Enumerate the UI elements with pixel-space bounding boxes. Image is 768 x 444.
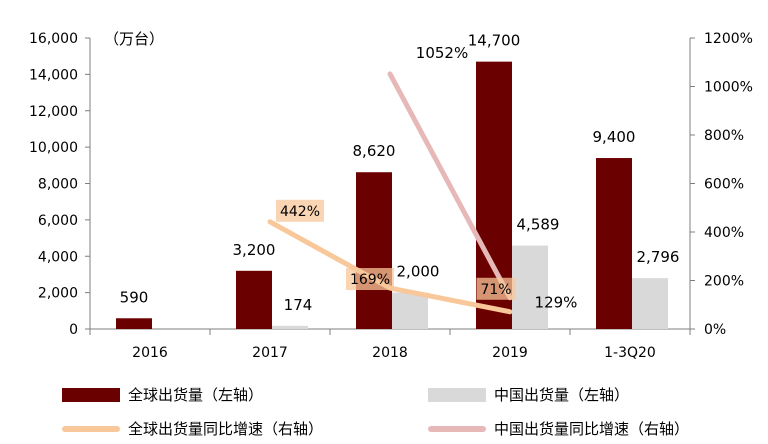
legend-swatch xyxy=(62,425,120,432)
bar-global-shipments xyxy=(116,318,152,329)
data-labels: 590 3,200 8,620 14,700 9,400 174 2,000 4,589 2,7… xyxy=(120,32,680,314)
bar-global-shipments xyxy=(236,270,272,329)
data-label-china-shipments: 2,796 xyxy=(637,248,680,266)
legend-label: 中国出货量同比增速（右轴） xyxy=(494,420,690,438)
bar-china-shipments xyxy=(512,245,548,329)
bar-global-shipments xyxy=(356,172,392,329)
legend-label: 中国出货量（左轴） xyxy=(494,386,630,404)
bar-china-shipments xyxy=(272,325,308,329)
data-label-box-global-growth xyxy=(346,268,394,291)
data-label-global-shipments: 9,400 xyxy=(593,128,636,146)
left-tick-label: 16,000 xyxy=(29,31,78,47)
legend-swatch xyxy=(428,387,486,402)
right-tick-label: 1000% xyxy=(704,80,753,96)
right-tick-label: 0% xyxy=(704,322,726,338)
left-tick-label: 10,000 xyxy=(29,140,78,156)
legend-item-china-growth: 中国出货量同比增速（右轴） xyxy=(428,418,689,439)
category-label: 2016 xyxy=(132,345,168,361)
data-label-global-shipments: 8,620 xyxy=(353,142,396,160)
data-label-china-shipments: 2,000 xyxy=(397,263,440,281)
right-tick-label: 200% xyxy=(704,274,744,290)
right-tick-label: 400% xyxy=(704,225,744,241)
data-label-global-growth: 169% xyxy=(350,272,390,288)
left-tick-label: 4,000 xyxy=(38,249,78,265)
legend-item-global-shipments: 全球出货量（左轴） xyxy=(62,384,263,405)
category-label: 2017 xyxy=(252,345,288,361)
data-label-box-global-growth xyxy=(476,277,516,300)
china-growth-line xyxy=(387,71,513,301)
data-label-box-global-growth xyxy=(276,199,324,222)
left-tick-label: 8,000 xyxy=(38,177,78,193)
data-label-china-growth: 129% xyxy=(535,294,578,312)
data-label-global-shipments: 3,200 xyxy=(233,241,276,259)
data-label-china-growth: 1052% xyxy=(416,44,468,62)
category-label: 2019 xyxy=(492,345,528,361)
right-tick-label: 600% xyxy=(704,177,744,193)
bar-china-shipments xyxy=(632,278,668,329)
data-label-china-shipments: 4,589 xyxy=(517,216,560,234)
left-tick-label: 0 xyxy=(69,322,78,338)
data-label-global-growth: 442% xyxy=(280,204,320,220)
legend-item-china-shipments: 中国出货量（左轴） xyxy=(428,384,629,405)
left-tick-label: 2,000 xyxy=(38,286,78,302)
data-label-china-shipments: 174 xyxy=(284,296,313,314)
legend-item-global-growth: 全球出货量同比增速（右轴） xyxy=(62,418,323,439)
legend-label: 全球出货量（左轴） xyxy=(128,386,264,404)
legend: 全球出货量（左轴） 中国出货量（左轴） 全球出货量同比增速（右轴） 中国出货量同… xyxy=(0,378,768,444)
bars xyxy=(116,61,668,330)
bar-global-shipments xyxy=(596,158,632,329)
right-tick-label: 800% xyxy=(704,128,744,144)
right-tick-label: 1200% xyxy=(704,31,753,47)
unit-label: （万台） xyxy=(104,30,164,48)
left-tick-label: 14,000 xyxy=(29,67,78,83)
data-label-global-shipments: 590 xyxy=(120,288,149,306)
left-tick-label: 6,000 xyxy=(38,213,78,229)
bar-china-shipments xyxy=(392,292,428,329)
chart-canvas: 0 2,000 4,000 6,000 8,000 10,000 12,000 14,000 1… xyxy=(29,30,753,361)
data-label-global-growth: 71% xyxy=(480,282,511,298)
left-tick-label: 12,000 xyxy=(29,104,78,120)
axes: 0 2,000 4,000 6,000 8,000 10,000 12,000 14,000 1… xyxy=(29,31,753,361)
legend-label: 全球出货量同比增速（右轴） xyxy=(128,420,324,438)
category-label: 1-3Q20 xyxy=(604,345,656,361)
category-label: 2018 xyxy=(372,345,408,361)
legend-swatch xyxy=(62,387,120,402)
data-label-global-shipments: 14,700 xyxy=(468,32,521,50)
legend-swatch xyxy=(428,425,486,432)
